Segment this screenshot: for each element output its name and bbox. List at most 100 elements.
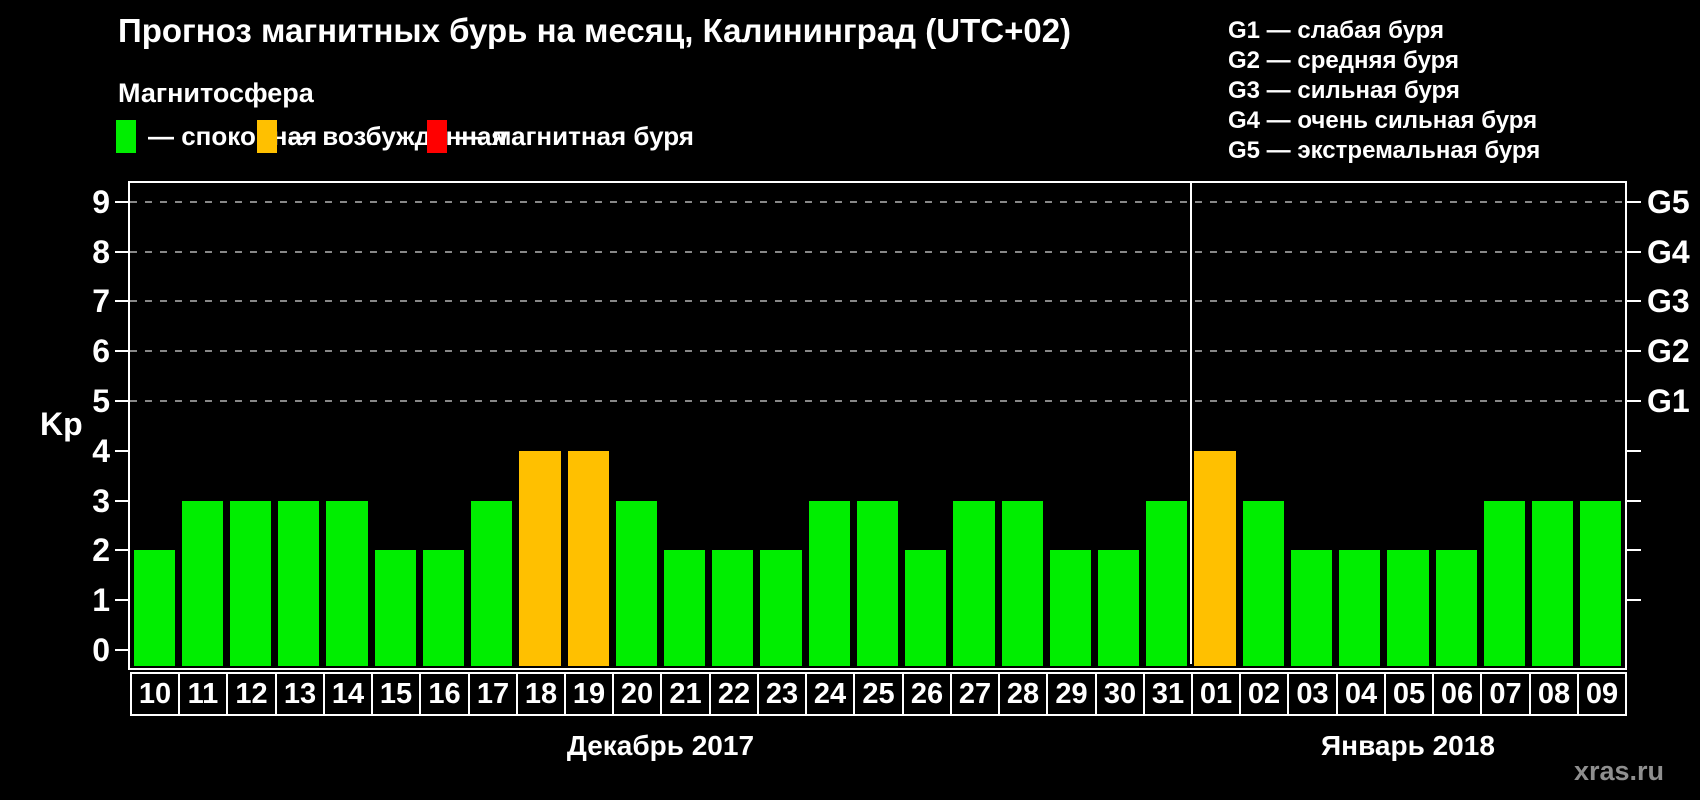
legend-label-excited: — возбужденная [289, 120, 507, 151]
day-cell-24: 24 [805, 672, 855, 716]
legend-label-storm: — магнитная буря [459, 120, 694, 151]
y-axis-tick-8 [115, 250, 128, 253]
day-cell-21: 21 [660, 672, 711, 716]
day-cell-10: 10 [130, 672, 180, 716]
chart-title: Прогноз магнитных бурь на месяц, Калинин… [118, 12, 1072, 49]
bar-day-08 [1532, 500, 1574, 666]
bar-day-01 [1194, 450, 1236, 666]
g-scale-legend: G1 — слабая буря G2 — средняя буря G3 — … [1228, 16, 1540, 166]
day-cell-12: 12 [226, 672, 277, 716]
y-axis-tick-label-4: 4 [92, 432, 110, 469]
bar-day-16 [422, 550, 465, 666]
bar-day-06 [1435, 550, 1477, 666]
legend-label-quiet: — спокойная [148, 120, 318, 151]
bar-day-28 [1001, 500, 1043, 666]
y-axis-tick-2 [115, 549, 128, 552]
bar-day-15 [374, 550, 416, 666]
y-axis-title: Kp [40, 406, 83, 442]
day-cell-29: 29 [1046, 672, 1097, 716]
y-axis-tick-1 [115, 599, 128, 602]
y-axis-tick-label-9: 9 [92, 183, 110, 220]
bar-day-21 [663, 550, 706, 666]
quiet-color-swatch [116, 119, 136, 153]
bar-day-30 [1098, 550, 1140, 666]
gridline-kp6 [130, 350, 1625, 353]
right-axis-tick-7 [1627, 300, 1641, 303]
y-axis-tick-0 [115, 649, 128, 651]
bar-day-13 [278, 500, 320, 666]
day-cell-23: 23 [757, 672, 807, 716]
y-axis-tick-label-7: 7 [92, 283, 110, 320]
g-axis-label-g1: G1 [1647, 383, 1690, 419]
bar-day-14 [326, 500, 368, 666]
day-cell-04: 04 [1336, 672, 1386, 716]
day-cell-20: 20 [612, 672, 662, 716]
g-axis-label-g2: G2 [1647, 333, 1690, 370]
g-legend-line-g5: G5 — экстремальная буря [1228, 137, 1541, 164]
bar-day-02 [1242, 500, 1284, 666]
g-legend-line-g2: G2 — средняя буря [1228, 47, 1459, 74]
bar-day-22 [712, 550, 754, 666]
legend-item-quiet: — спокойная [116, 117, 317, 155]
g-legend-line-g3: G3 — сильная буря [1228, 77, 1460, 104]
y-axis-tick-label-0: 0 [92, 632, 110, 668]
day-cell-14: 14 [323, 672, 373, 716]
day-cell-19: 19 [564, 672, 614, 716]
day-cell-09: 09 [1577, 672, 1627, 716]
legend-item-excited: — возбужденная [257, 117, 507, 155]
g-legend-line-g4: G4 — очень сильная буря [1228, 107, 1538, 134]
bar-day-27 [953, 500, 995, 666]
right-axis-tick-1 [1627, 599, 1641, 602]
right-axis-tick-6 [1627, 350, 1641, 353]
gridline-kp8 [130, 250, 1625, 253]
y-axis-tick-label-5: 5 [92, 383, 110, 419]
right-axis-tick-4 [1627, 449, 1641, 452]
legend-item-storm: — магнитная буря [427, 117, 694, 155]
bar-day-05 [1387, 550, 1429, 666]
day-cell-01: 01 [1191, 672, 1241, 716]
day-cell-16: 16 [419, 672, 470, 716]
day-cell-31: 31 [1143, 672, 1193, 716]
bar-day-09 [1580, 500, 1622, 666]
day-cell-11: 11 [178, 672, 228, 716]
bar-day-17 [471, 500, 513, 666]
bar-day-10 [133, 550, 175, 666]
plot-area-border [128, 181, 1627, 670]
y-axis-tick-4 [115, 449, 128, 452]
day-cell-07: 07 [1480, 672, 1531, 716]
bar-day-11 [181, 500, 223, 666]
bar-day-03 [1290, 550, 1333, 666]
magnetosphere-legend-title: Магнитосфера [118, 78, 314, 108]
y-axis-tick-6 [115, 350, 128, 353]
y-axis-tick-label-1: 1 [92, 582, 110, 619]
right-axis-tick-2 [1627, 549, 1641, 552]
bar-day-20 [615, 500, 657, 666]
g-legend-line-g1: G1 — слабая буря [1228, 17, 1445, 44]
month-label-0: Декабрь 2017 [566, 730, 755, 761]
bar-day-24 [808, 500, 850, 666]
month-label-1: Январь 2018 [1321, 730, 1495, 761]
day-cell-30: 30 [1095, 672, 1145, 716]
storm-color-swatch [427, 119, 447, 153]
day-cell-28: 28 [998, 672, 1048, 716]
watermark: xras.ru [1573, 756, 1664, 786]
day-cell-05: 05 [1384, 672, 1434, 716]
bar-day-23 [760, 550, 802, 666]
y-axis-tick-label-3: 3 [92, 482, 110, 519]
bar-day-31 [1146, 500, 1188, 666]
day-cell-18: 18 [516, 672, 566, 716]
bar-day-19 [567, 450, 609, 666]
day-cell-02: 02 [1239, 672, 1289, 716]
bar-day-26 [905, 550, 947, 666]
excited-color-swatch [257, 119, 277, 153]
day-cell-22: 22 [709, 672, 759, 716]
y-axis-tick-label-6: 6 [92, 333, 110, 370]
y-axis-tick-label-2: 2 [92, 532, 110, 569]
y-axis-tick-7 [115, 300, 128, 303]
g-axis-label-g3: G3 [1647, 283, 1690, 320]
bar-day-25 [856, 500, 899, 666]
day-cell-03: 03 [1287, 672, 1338, 716]
right-axis-tick-5 [1627, 400, 1641, 402]
day-cell-17: 17 [468, 672, 518, 716]
